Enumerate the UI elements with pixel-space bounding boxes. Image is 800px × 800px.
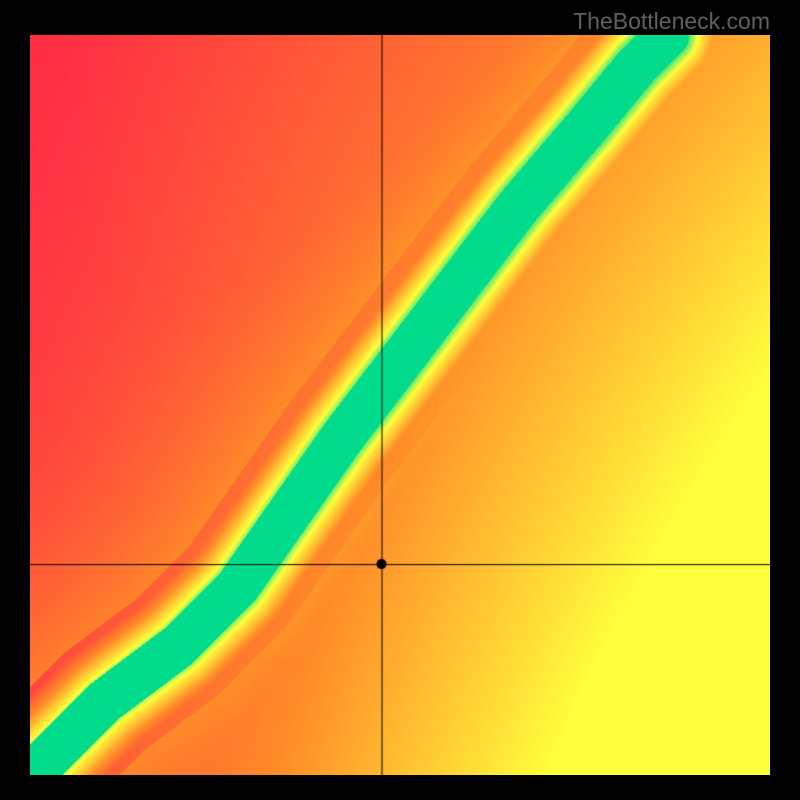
bottleneck-heatmap	[30, 35, 770, 775]
watermark: TheBottleneck.com	[573, 8, 770, 35]
